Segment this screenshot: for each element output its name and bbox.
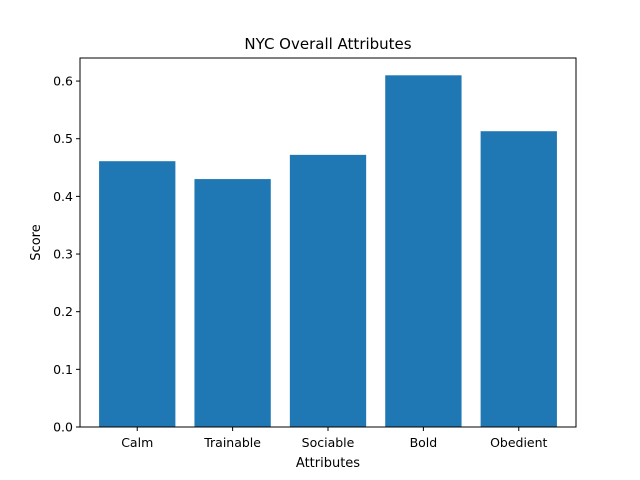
bar-sociable <box>289 154 367 428</box>
y-tick-label: 0.4 <box>53 189 73 204</box>
y-tick-label: 0.6 <box>53 74 73 89</box>
y-ticks-group: 0.0 0.1 0.2 0.3 0.4 0.5 0.6 <box>53 74 80 435</box>
bar-obedient <box>480 131 557 427</box>
y-tick-label: 0.3 <box>53 247 73 262</box>
y-tick-label: 0.2 <box>53 304 73 319</box>
y-tick-label: 0.5 <box>53 131 73 146</box>
x-tick-label: Sociable <box>302 435 355 450</box>
y-axis-label: Score <box>29 224 44 260</box>
chart-title: NYC Overall Attributes <box>244 35 411 53</box>
x-tick-label: Obedient <box>490 435 547 450</box>
bar-trainable <box>194 179 271 427</box>
x-tick-label: Calm <box>121 435 153 450</box>
x-tick-label: Bold <box>410 435 438 450</box>
bars-group <box>99 75 557 428</box>
bar-calm <box>99 161 176 427</box>
x-ticks-group: Calm Trainable Sociable Bold Obedient <box>121 427 548 450</box>
x-axis-label: Attributes <box>296 456 360 471</box>
y-tick-label: 0.1 <box>53 362 73 377</box>
bar-bold <box>385 75 462 428</box>
plot-frame <box>79 57 577 428</box>
x-tick-label: Trainable <box>203 435 261 450</box>
y-tick-label: 0.0 <box>53 420 73 435</box>
